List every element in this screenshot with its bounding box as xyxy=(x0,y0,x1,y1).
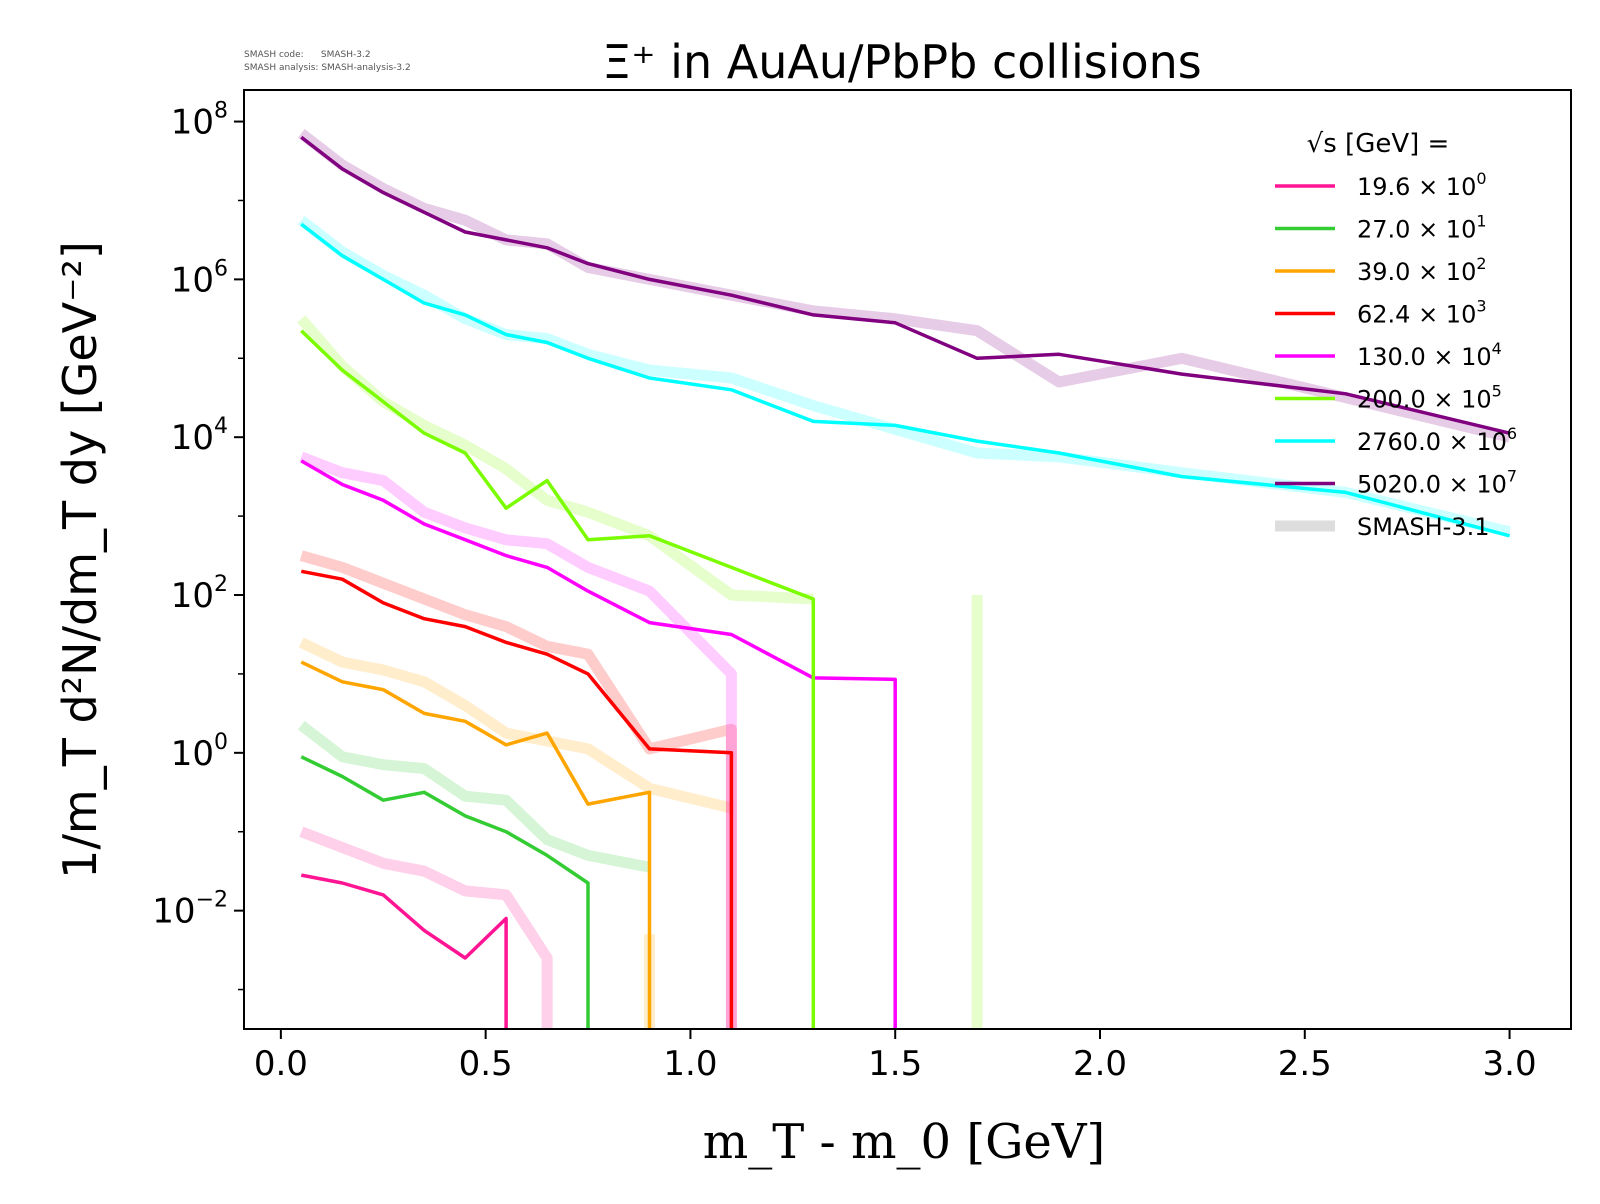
reference-line-62.4 xyxy=(299,550,737,1029)
legend-label: 200.0 × 105 xyxy=(1357,382,1502,414)
series-line-200.0 xyxy=(300,329,816,1029)
legend-label: 39.0 × 102 xyxy=(1357,254,1487,286)
legend-label: 130.0 × 104 xyxy=(1357,339,1502,371)
x-tick-label: 1.5 xyxy=(868,1044,922,1084)
reference-line-200.0 xyxy=(297,315,814,605)
series-line-19.6 xyxy=(300,873,508,1029)
y-axis-label: 1/m_T d²N/dm_T dy [GeV⁻²] xyxy=(53,241,107,879)
y-tick-label: 100 xyxy=(171,730,228,774)
x-tick-label: 2.0 xyxy=(1073,1044,1127,1084)
legend-label: 19.6 × 100 xyxy=(1357,169,1487,201)
x-axis-ticks: 0.0 0.5 1.0 1.5 2.0 2.5 3.0 xyxy=(254,1029,1537,1084)
y-tick-label: 102 xyxy=(171,572,228,616)
chart-title: Ξ⁺ in AuAu/PbPb collisions xyxy=(602,35,1202,89)
legend-title: √s [GeV] = xyxy=(1307,129,1450,159)
legend-reference-label: SMASH-3.1 xyxy=(1357,513,1489,541)
x-tick-label: 0.5 xyxy=(459,1044,513,1084)
x-tick-label: 3.0 xyxy=(1483,1044,1537,1084)
series-layer xyxy=(300,135,1511,1029)
y-tick-label: 104 xyxy=(171,414,228,458)
x-axis-label: m_T - m_0 [GeV] xyxy=(703,1114,1105,1170)
reference-line-27.0 xyxy=(297,720,651,873)
series-line-2760.0 xyxy=(300,222,1511,538)
legend-label: 27.0 × 101 xyxy=(1357,212,1487,244)
plot-frame xyxy=(243,89,1572,1030)
y-tick-label: 108 xyxy=(171,99,228,143)
version-code-note: SMASH code: SMASH-3.2 xyxy=(244,50,371,60)
version-analysis-note: SMASH analysis: SMASH-analysis-3.2 xyxy=(244,63,411,73)
legend-label: 5020.0 × 107 xyxy=(1357,467,1517,499)
reference-line-39.0 xyxy=(298,637,733,814)
y-axis-ticks: 10−2 100 102 104 106 108 xyxy=(152,99,244,991)
legend-label: 2760.0 × 106 xyxy=(1357,424,1517,456)
x-tick-label: 0.0 xyxy=(254,1044,308,1084)
version-analysis-value: SMASH-analysis-3.2 xyxy=(321,63,411,73)
legend-label: 62.4 × 103 xyxy=(1357,297,1487,329)
series-line-27.0 xyxy=(300,755,590,1029)
reference-line-130.0 xyxy=(299,451,737,1029)
series-line-130.0 xyxy=(300,459,897,1029)
series-line-39.0 xyxy=(300,660,652,1029)
reference-line-19.6 xyxy=(299,826,553,1029)
y-tick-label: 10−2 xyxy=(152,888,228,932)
reference-series-layer xyxy=(297,129,1511,1029)
legend: √s [GeV] = 19.6 × 100 27.0 × 101 39.0 × 10… xyxy=(1275,129,1517,541)
x-tick-label: 1.0 xyxy=(663,1044,717,1084)
version-analysis-label: SMASH analysis: xyxy=(244,63,319,73)
version-code-value: SMASH-3.2 xyxy=(320,50,371,60)
version-code-label: SMASH code: xyxy=(244,50,304,60)
series-line-5020.0 xyxy=(300,135,1511,435)
y-tick-label: 106 xyxy=(171,256,228,300)
series-line-62.4 xyxy=(300,569,734,1029)
x-tick-label: 2.5 xyxy=(1278,1044,1332,1084)
